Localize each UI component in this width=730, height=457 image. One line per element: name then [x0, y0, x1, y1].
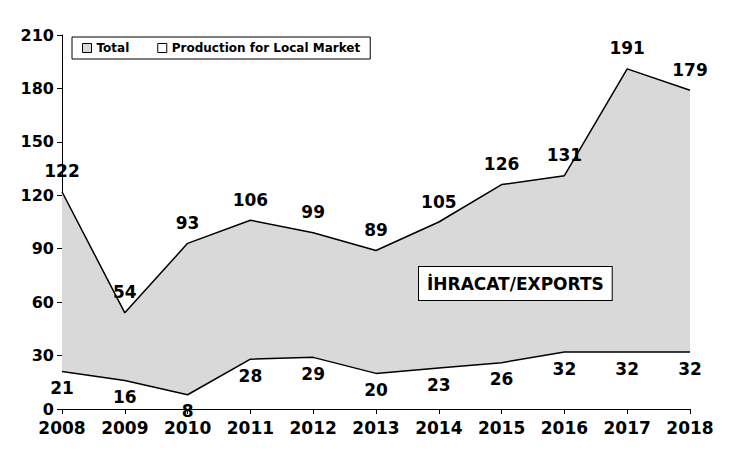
svg-text:90: 90 [32, 239, 54, 258]
svg-text:105: 105 [421, 192, 457, 212]
svg-text:180: 180 [21, 79, 54, 98]
svg-text:60: 60 [32, 293, 54, 312]
svg-text:20: 20 [364, 380, 388, 400]
svg-text:2015: 2015 [478, 418, 525, 438]
svg-text:150: 150 [21, 132, 54, 151]
svg-text:131: 131 [547, 145, 583, 165]
svg-text:Total: Total [97, 41, 130, 55]
svg-text:23: 23 [427, 375, 451, 395]
svg-text:106: 106 [233, 190, 269, 210]
svg-text:32: 32 [615, 359, 639, 379]
svg-text:2014: 2014 [415, 418, 462, 438]
svg-text:2012: 2012 [290, 418, 337, 438]
svg-text:54: 54 [113, 282, 137, 302]
svg-text:2018: 2018 [666, 418, 713, 438]
svg-text:30: 30 [32, 346, 54, 365]
svg-text:2016: 2016 [541, 418, 588, 438]
svg-text:32: 32 [553, 359, 577, 379]
svg-text:0: 0 [43, 400, 54, 419]
svg-text:28: 28 [239, 366, 263, 386]
svg-text:2017: 2017 [604, 418, 651, 438]
svg-text:93: 93 [176, 213, 200, 233]
svg-text:2013: 2013 [352, 418, 399, 438]
svg-text:179: 179 [672, 60, 708, 80]
svg-text:126: 126 [484, 154, 519, 174]
svg-text:89: 89 [364, 220, 388, 240]
svg-text:Production for Local Market: Production for Local Market [172, 41, 361, 55]
svg-text:2011: 2011 [227, 418, 274, 438]
svg-text:122: 122 [44, 161, 80, 181]
svg-text:99: 99 [301, 202, 325, 222]
svg-text:21: 21 [50, 378, 74, 398]
svg-text:İHRACAT/EXPORTS: İHRACAT/EXPORTS [427, 273, 604, 294]
svg-text:210: 210 [21, 26, 54, 45]
svg-text:2008: 2008 [38, 418, 85, 438]
svg-text:2010: 2010 [163, 417, 212, 438]
svg-text:29: 29 [301, 364, 325, 384]
svg-text:16: 16 [113, 387, 137, 407]
svg-text:2009: 2009 [101, 418, 148, 438]
svg-text:32: 32 [678, 359, 702, 379]
svg-text:120: 120 [21, 186, 54, 205]
svg-text:26: 26 [490, 369, 514, 389]
svg-text:8: 8 [182, 401, 194, 421]
svg-text:191: 191 [609, 38, 645, 58]
